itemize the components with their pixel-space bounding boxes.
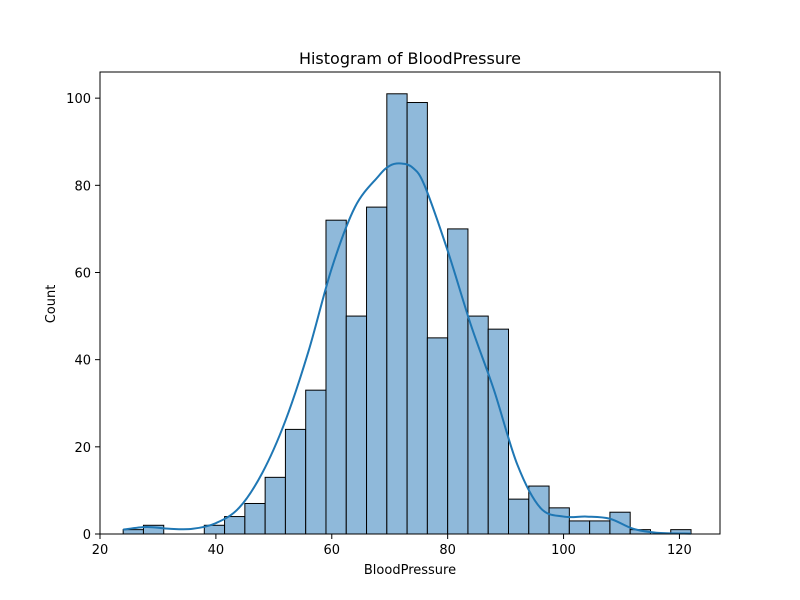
y-tick-label: 20 — [74, 441, 91, 456]
y-tick-label: 100 — [66, 92, 91, 107]
histogram-bar — [568, 520, 591, 535]
y-tick-label: 40 — [74, 354, 91, 369]
bars-group — [122, 93, 692, 535]
histogram-bar — [426, 337, 449, 535]
x-tick-label: 100 — [551, 543, 576, 558]
histogram-bar — [325, 219, 347, 535]
histogram-bar — [284, 428, 307, 535]
x-tick-label: 40 — [208, 543, 225, 558]
y-tick-label: 60 — [74, 266, 91, 281]
y-axis-ticks: 0 20 40 60 80 100 — [66, 92, 100, 543]
histogram-bar — [122, 529, 144, 535]
x-tick-label: 20 — [92, 543, 109, 558]
histogram-bar — [406, 102, 428, 535]
plot-frame — [99, 71, 721, 535]
histogram-bar — [224, 516, 246, 535]
x-tick-label: 80 — [439, 543, 456, 558]
y-tick-label: 0 — [83, 528, 91, 543]
histogram-bar — [305, 389, 327, 535]
histogram-bar — [264, 476, 286, 535]
histogram-bar — [447, 228, 469, 535]
histogram-bar — [366, 206, 388, 535]
histogram-bar — [589, 520, 611, 535]
histogram-bar — [244, 502, 266, 535]
histogram-bar — [548, 507, 570, 535]
histogram-bar — [508, 498, 530, 535]
histogram-bar — [345, 315, 368, 535]
histogram-bar — [528, 485, 550, 535]
y-axis-label: Count — [44, 285, 59, 324]
x-axis-ticks: 20 40 60 80 100 120 — [92, 534, 692, 558]
histogram-bar — [386, 93, 408, 535]
kde-line — [123, 162, 692, 535]
x-tick-label: 120 — [667, 543, 692, 558]
x-axis-label: BloodPressure — [364, 563, 456, 578]
histogram-bar — [487, 328, 510, 535]
y-tick-label: 80 — [74, 179, 91, 194]
chart-title: Histogram of BloodPressure — [299, 49, 521, 68]
x-tick-label: 60 — [324, 543, 341, 558]
histogram-bar — [467, 315, 489, 535]
